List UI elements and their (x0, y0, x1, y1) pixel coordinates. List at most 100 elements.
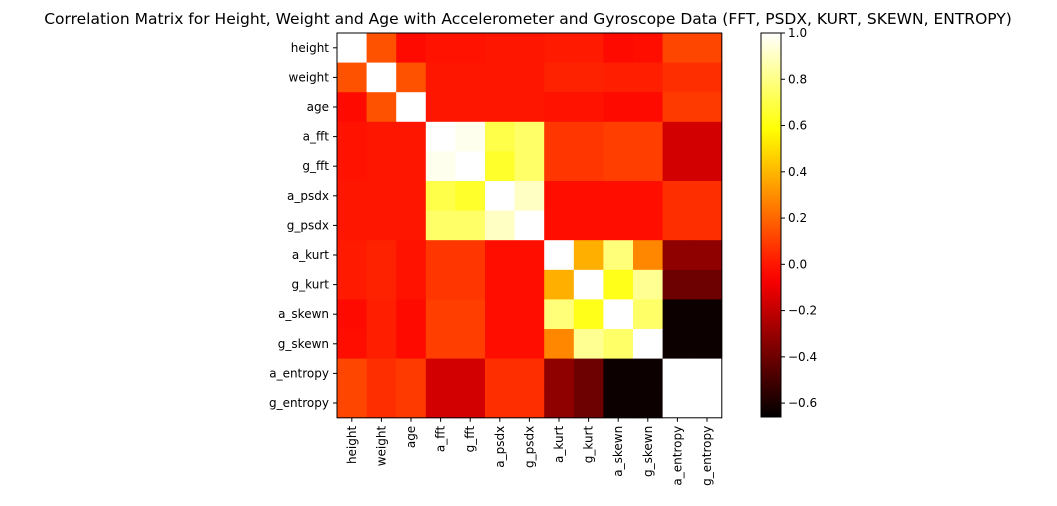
heatmap-cell-age-a_psdx (485, 92, 515, 123)
heatmap-cell-g_skewn-g_entropy (692, 329, 723, 359)
heatmap-cell-g_psdx-g_fft (455, 210, 486, 241)
heatmap-cell-weight-height (337, 62, 367, 93)
heatmap-cell-g_skewn-g_skewn (633, 329, 663, 359)
heatmap-cell-g_entropy-a_psdx (485, 388, 515, 419)
y-tick-label-weight: weight (289, 70, 330, 84)
heatmap-cell-weight-weight (366, 62, 397, 93)
heatmap-cell-a_fft-g_kurt (573, 121, 604, 152)
heatmap-cell-height-g_kurt (573, 33, 604, 63)
heatmap-cell-a_fft-a_fft (425, 121, 456, 152)
heatmap-cell-a_kurt-height (337, 240, 367, 271)
heatmap-cell-g_psdx-a_skewn (603, 210, 634, 241)
heatmap-cell-g_entropy-weight (366, 388, 397, 419)
colorbar-ticks: −0.6 −0.4 −0.2 0.0 0.2 0.4 0.6 0.8 1.0 (781, 26, 817, 410)
heatmap-cell-a_fft-a_entropy (662, 121, 693, 152)
heatmap-cell-g_skewn-a_kurt (544, 329, 575, 359)
x-tick-label-g_fft: g_fft (463, 426, 477, 453)
heatmap-cell-g_psdx-age (396, 210, 427, 241)
heatmap-cell-height-a_kurt (544, 33, 575, 63)
x-tick-label-age: age (404, 426, 418, 448)
heatmap-cell-a_skewn-weight (366, 299, 397, 330)
heatmap-cell-g_kurt-g_skewn (633, 269, 663, 300)
colorbar-tick-label: −0.2 (788, 304, 817, 318)
colorbar-tick-label: 0.2 (788, 211, 807, 225)
heatmap-cell-a_entropy-g_psdx (514, 358, 545, 389)
heatmap-cell-g_entropy-g_kurt (573, 388, 604, 419)
heatmap-cell-g_psdx-a_entropy (662, 210, 693, 241)
colorbar-tick-label: 1.0 (788, 26, 807, 40)
heatmap-cell-g_psdx-height (337, 210, 367, 241)
y-tick-label-g_fft: g_fft (302, 159, 329, 173)
heatmap-cell-a_fft-g_entropy (692, 121, 723, 152)
heatmap-cell-a_kurt-a_skewn (603, 240, 634, 271)
heatmap-cell-weight-g_entropy (692, 62, 723, 93)
heatmap-cell-weight-age (396, 62, 427, 93)
heatmap-cell-g_psdx-a_psdx (485, 210, 515, 241)
heatmap-cell-g_entropy-a_entropy (662, 388, 693, 419)
heatmap-cell-a_kurt-a_kurt (544, 240, 575, 271)
heatmap-cell-g_skewn-g_kurt (573, 329, 604, 359)
heatmap-cell-a_skewn-age (396, 299, 427, 330)
heatmap-cell-g_entropy-g_psdx (514, 388, 545, 419)
heatmap-cell-a_entropy-g_entropy (692, 358, 723, 389)
heatmap-cell-a_psdx-a_skewn (603, 181, 634, 211)
heatmap-cell-a_skewn-g_fft (455, 299, 486, 330)
heatmap-cell-g_psdx-weight (366, 210, 397, 241)
heatmap-cell-age-g_psdx (514, 92, 545, 123)
heatmap-cell-g_skewn-g_fft (455, 329, 486, 359)
heatmap-cell-a_fft-a_psdx (485, 121, 515, 152)
heatmap-cell-weight-g_skewn (633, 62, 663, 93)
heatmap-cell-g_fft-a_kurt (544, 151, 575, 182)
x-tick-label-a_skewn: a_skewn (611, 426, 625, 477)
heatmap-cell-g_kurt-height (337, 269, 367, 300)
heatmap-cell-age-weight (366, 92, 397, 123)
y-tick-label-g_psdx: g_psdx (287, 218, 329, 232)
heatmap-cell-height-height (337, 33, 367, 63)
y-axis-ticks: height weight age a_fft g_fft a_psdx g_psdx a_k… (269, 41, 337, 410)
heatmap-cell-g_kurt-a_skewn (603, 269, 634, 300)
heatmap-cells (337, 33, 723, 419)
heatmap-cell-g_kurt-a_psdx (485, 269, 515, 300)
heatmap-cell-g_fft-height (337, 151, 367, 182)
heatmap-cell-g_psdx-a_fft (425, 210, 456, 241)
colorbar-tick-label: 0.4 (788, 165, 807, 179)
heatmap-cell-a_psdx-g_fft (455, 181, 486, 211)
heatmap-cell-g_entropy-g_fft (455, 388, 486, 419)
heatmap-cell-g_psdx-g_entropy (692, 210, 723, 241)
y-tick-label-age: age (307, 100, 329, 114)
heatmap-cell-g_skewn-a_psdx (485, 329, 515, 359)
heatmap-cell-age-g_fft (455, 92, 486, 123)
heatmap-cell-a_skewn-a_kurt (544, 299, 575, 330)
heatmap-cell-a_skewn-g_entropy (692, 299, 723, 330)
heatmap-cell-a_entropy-height (337, 358, 367, 389)
heatmap-cell-g_fft-a_fft (425, 151, 456, 182)
heatmap-cell-height-a_psdx (485, 33, 515, 63)
heatmap-cell-height-g_fft (455, 33, 486, 63)
heatmap-cell-a_skewn-g_kurt (573, 299, 604, 330)
colorbar-tick-label: −0.6 (788, 396, 817, 410)
x-tick-label-g_kurt: g_kurt (582, 426, 596, 464)
heatmap-cell-height-a_skewn (603, 33, 634, 63)
heatmap-cell-height-g_psdx (514, 33, 545, 63)
x-tick-label-a_kurt: a_kurt (552, 426, 566, 463)
heatmap-cell-g_kurt-g_psdx (514, 269, 545, 300)
heatmap-cell-age-g_kurt (573, 92, 604, 123)
chart-title: Correlation Matrix for Height, Weight an… (44, 10, 1012, 28)
x-tick-label-g_psdx: g_psdx (522, 426, 536, 468)
heatmap-cell-g_entropy-height (337, 388, 367, 419)
heatmap-cell-g_entropy-g_skewn (633, 388, 663, 419)
heatmap-cell-a_entropy-a_psdx (485, 358, 515, 389)
heatmap-cell-a_entropy-a_skewn (603, 358, 634, 389)
heatmap-cell-height-weight (366, 33, 397, 63)
heatmap-cell-a_psdx-weight (366, 181, 397, 211)
colorbar-tick-label: 0.0 (788, 257, 807, 271)
x-tick-label-a_fft: a_fft (434, 426, 448, 453)
heatmap-cell-a_entropy-g_kurt (573, 358, 604, 389)
heatmap-cell-age-a_entropy (662, 92, 693, 123)
heatmap-cell-age-a_skewn (603, 92, 634, 123)
heatmap-cell-a_psdx-age (396, 181, 427, 211)
heatmap-cell-age-g_skewn (633, 92, 663, 123)
heatmap-cell-g_fft-g_kurt (573, 151, 604, 182)
heatmap-cell-g_fft-a_psdx (485, 151, 515, 182)
heatmap-cell-a_entropy-age (396, 358, 427, 389)
